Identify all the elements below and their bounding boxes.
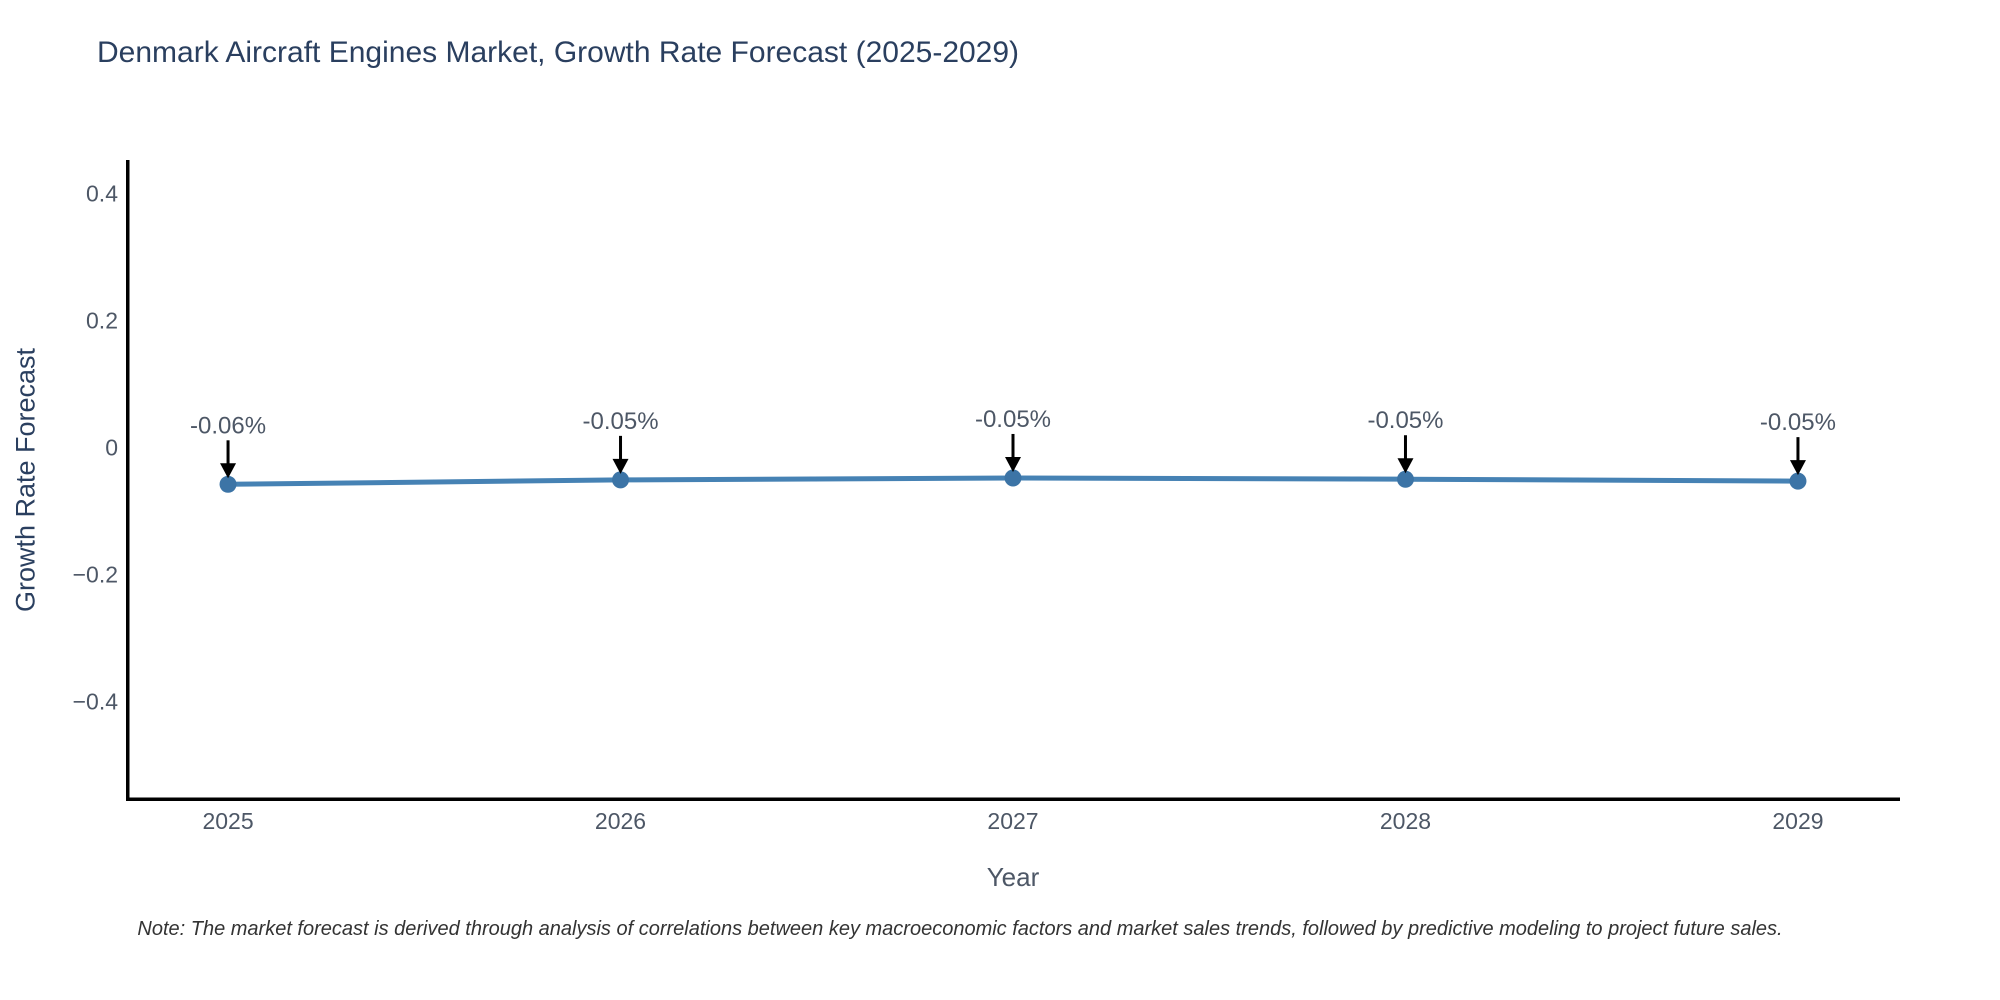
y-axis-tick-labels: 0.4 0.2 0 −0.2 −0.4 (0, 0, 118, 1000)
line-series-svg: -0.06% -0.05% -0.05% -0.05% -0.05% (126, 160, 1900, 801)
y-tick-label-0.4: 0.4 (86, 180, 118, 207)
x-axis-title: Year (986, 862, 1040, 892)
x-axis-tick-labels: 2025 2026 2027 2028 2029 (126, 808, 1900, 840)
data-point-2029[interactable] (1789, 472, 1807, 490)
chart-title: Denmark Aircraft Engines Market, Growth … (97, 36, 1020, 69)
y-tick-label-0.2: 0.2 (86, 307, 118, 334)
annotation-arrowhead-2028 (1397, 458, 1414, 474)
data-point-2025[interactable] (219, 475, 237, 493)
data-point-2028[interactable] (1396, 470, 1414, 488)
data-point-2027[interactable] (1004, 469, 1022, 487)
point-label-2027: -0.05% (975, 406, 1051, 433)
plot-area: -0.06% -0.05% -0.05% -0.05% -0.05% (126, 160, 1900, 801)
annotation-arrowhead-2027 (1005, 456, 1021, 472)
x-tick-label-2025: 2025 (202, 808, 254, 834)
chart-note: Note: The market forecast is derived thr… (137, 918, 1783, 940)
annotation-arrowhead-2026 (612, 458, 629, 474)
annotation-arrowhead-2025 (220, 463, 237, 479)
y-tick-label-0: 0 (105, 434, 118, 461)
x-tick-label-2026: 2026 (594, 808, 647, 834)
point-label-2025: -0.06% (190, 412, 266, 439)
x-tick-label-2029: 2029 (1772, 808, 1824, 834)
x-tick-label-2027: 2027 (987, 808, 1039, 834)
annotation-arrowhead-2029 (1789, 460, 1806, 476)
data-point-2026[interactable] (612, 471, 630, 489)
point-label-2028: -0.05% (1367, 407, 1443, 434)
y-tick-label-−0.2: −0.2 (72, 561, 118, 588)
point-label-2026: -0.05% (582, 408, 658, 435)
x-tick-label-2028: 2028 (1379, 808, 1432, 834)
y-tick-label-−0.4: −0.4 (72, 688, 118, 715)
point-label-2029: -0.05% (1760, 409, 1836, 436)
